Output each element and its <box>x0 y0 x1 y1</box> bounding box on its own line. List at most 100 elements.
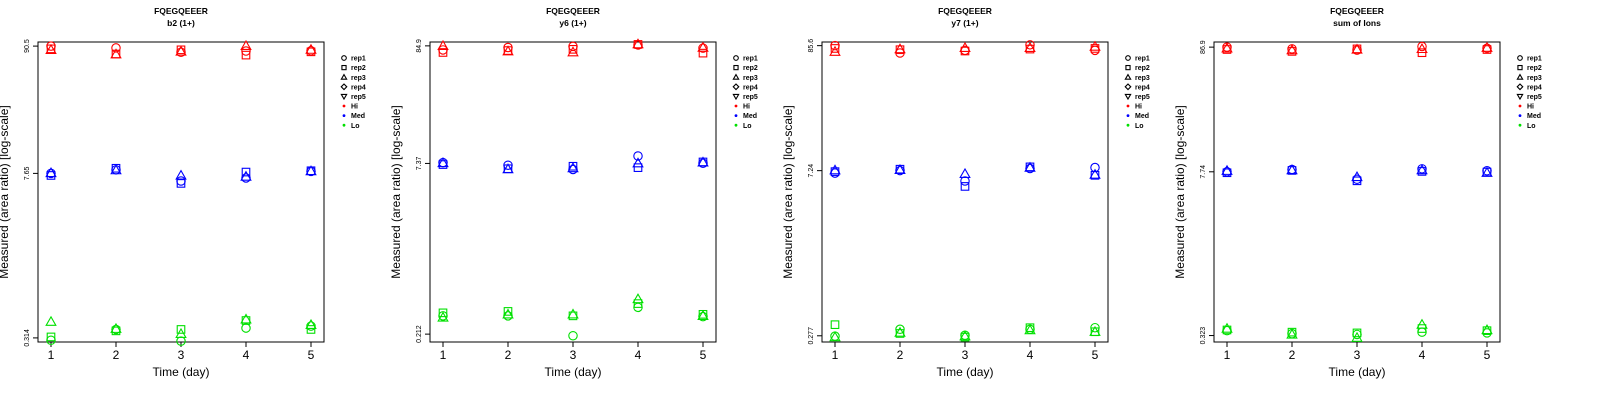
data-point-med <box>633 163 643 172</box>
data-point-lo <box>45 315 57 326</box>
y-tick-label: 0.277 <box>808 327 815 345</box>
chart-subtitle: sum of Ions <box>1333 18 1381 28</box>
data-point-hi <box>305 43 317 54</box>
y-tick-label: 7.65 <box>24 166 31 180</box>
chart-subtitle: y6 (1+) <box>559 18 586 28</box>
data-point-med <box>894 163 906 175</box>
legend-label-rep2: rep2 <box>1527 65 1542 72</box>
data-point-lo <box>437 311 449 322</box>
y-axis-label: Measured (area ratio) [log-scale] <box>389 105 403 278</box>
legend-symbol <box>1124 83 1132 91</box>
legend-symbol <box>340 73 348 80</box>
y-tick-label: 0.314 <box>24 329 31 347</box>
x-tick-label: 3 <box>962 348 969 362</box>
data-point-hi <box>1481 41 1493 52</box>
data-point-med <box>960 182 970 191</box>
legend-label-rep5: rep5 <box>743 94 758 101</box>
legend-label-rep2: rep2 <box>743 65 758 72</box>
data-point-med <box>305 165 317 176</box>
data-point-lo <box>632 293 644 304</box>
legend-symbol <box>340 93 348 101</box>
data-point-lo <box>306 325 316 334</box>
data-point-med <box>241 173 251 183</box>
data-point-med <box>1221 164 1233 175</box>
data-point-lo <box>1286 328 1298 339</box>
data-point-med <box>176 176 186 186</box>
data-point-hi <box>1221 42 1233 53</box>
data-point-med <box>176 179 186 188</box>
data-point-lo <box>1481 324 1493 335</box>
legend-label-rep2: rep2 <box>351 65 366 72</box>
data-point-med <box>567 162 579 173</box>
legend-label-med: Med <box>1135 113 1149 120</box>
data-point-hi <box>1417 41 1427 52</box>
legend-symbol <box>1518 104 1522 108</box>
x-tick-label: 4 <box>243 348 250 362</box>
chart-panel-1: FQEGQEEER b2 (1+) 1 2 3 4 5 Time (day) 0.314 7.65… <box>0 6 366 379</box>
x-tick-label: 4 <box>1419 348 1426 362</box>
chart-title: FQEGQEEER <box>546 6 600 16</box>
legend-label-lo: Lo <box>351 123 360 130</box>
legend: rep1 rep2 rep3 rep4 rep5 Hi Med Lo <box>732 55 758 130</box>
data-point-hi <box>1351 43 1363 54</box>
legend-label-med: Med <box>1527 113 1541 120</box>
y-axis-label: Measured (area ratio) [log-scale] <box>1173 105 1187 278</box>
data-point-med <box>1416 164 1428 175</box>
y-tick-label: 90.5 <box>24 39 31 53</box>
legend-symbol <box>734 104 738 108</box>
legend-symbol <box>342 123 346 127</box>
data-point-lo <box>110 322 122 333</box>
data-point-lo <box>1024 324 1036 335</box>
plot-frame <box>37 41 325 343</box>
legend-symbol <box>341 64 347 71</box>
data-point-med <box>241 167 251 177</box>
data-point-med <box>568 164 578 175</box>
data-point-lo <box>568 330 578 341</box>
x-tick-label: 5 <box>1484 348 1491 362</box>
x-tick-label: 1 <box>1224 348 1231 362</box>
data-point-hi <box>568 44 578 54</box>
legend-label-rep5: rep5 <box>1527 94 1542 101</box>
x-tick-label: 2 <box>1289 348 1296 362</box>
data-point-lo <box>1221 322 1233 333</box>
chart-title: FQEGQEEER <box>1330 6 1384 16</box>
data-point-lo <box>959 330 971 341</box>
data-point-med <box>697 156 709 167</box>
data-point-lo <box>241 323 251 333</box>
legend-symbol <box>340 83 348 91</box>
data-point-med <box>1481 166 1493 177</box>
data-point-hi <box>110 48 122 59</box>
legend: rep1 rep2 rep3 rep4 rep5 Hi Med Lo <box>340 55 366 130</box>
data-point-lo <box>697 309 709 321</box>
x-tick-label: 5 <box>308 348 315 362</box>
y-tick-label: 86.9 <box>1200 40 1207 54</box>
data-point-med <box>960 176 970 186</box>
legend-label-med: Med <box>351 113 365 120</box>
legend-label-lo: Lo <box>1135 123 1144 130</box>
plot-frame <box>821 41 1109 343</box>
legend-label-rep4: rep4 <box>1527 84 1542 91</box>
data-point-lo <box>567 308 579 319</box>
legend-symbol <box>1126 104 1130 108</box>
data-point-lo <box>175 327 187 338</box>
data-point-lo <box>633 299 643 308</box>
data-point-hi <box>698 48 708 58</box>
data-point-med <box>1089 168 1101 179</box>
legend-label-rep3: rep3 <box>351 75 366 82</box>
data-point-hi <box>111 43 121 53</box>
legend-label-rep1: rep1 <box>351 56 366 63</box>
chart-title: FQEGQEEER <box>938 6 992 16</box>
data-point-med <box>1286 164 1298 175</box>
legend-label-lo: Lo <box>1527 123 1536 130</box>
data-point-hi <box>1286 44 1298 55</box>
y-tick-label: 84.9 <box>416 39 423 53</box>
x-tick-label: 1 <box>440 348 447 362</box>
legend-symbol <box>1518 123 1522 127</box>
y-tick-label: 85.6 <box>808 39 815 53</box>
data-point-med <box>502 163 514 174</box>
x-tick-label: 2 <box>505 348 512 362</box>
chart-subtitle: b2 (1+) <box>167 18 195 28</box>
y-tick-label: 7.74 <box>1200 165 1207 179</box>
x-tick-label: 5 <box>1092 348 1099 362</box>
